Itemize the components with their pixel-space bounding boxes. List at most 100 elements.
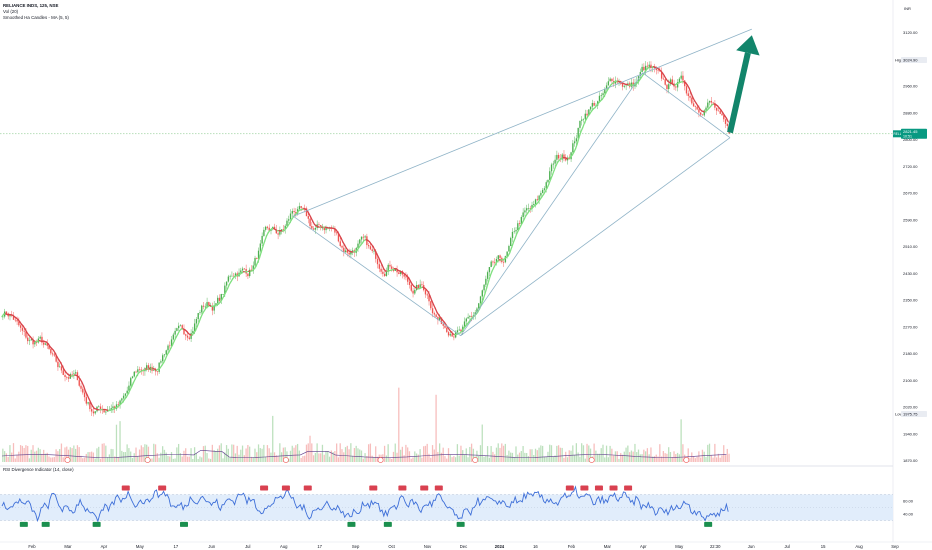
- candle: [188, 337, 191, 339]
- candle: [158, 362, 160, 372]
- ha-segment: [162, 358, 167, 364]
- candle: [240, 270, 242, 273]
- ha-segment: [553, 165, 557, 171]
- volume-bar: [133, 453, 135, 462]
- earnings-markers[interactable]: [64, 457, 690, 463]
- volume-bar: [229, 457, 231, 462]
- volume-bar: [96, 448, 98, 462]
- candle: [671, 79, 673, 84]
- ha-segment: [548, 178, 552, 185]
- candle: [233, 275, 235, 277]
- candle: [714, 103, 716, 108]
- volume-bar: [337, 457, 340, 462]
- candle: [227, 276, 230, 282]
- volume-bar: [98, 446, 100, 462]
- volume-bar: [275, 455, 277, 462]
- earnings-marker[interactable]: [683, 457, 690, 463]
- legend-volume[interactable]: Vol (20): [3, 9, 19, 14]
- volume-bar: [160, 452, 162, 462]
- bear-divergence-label: [624, 485, 633, 491]
- earnings-marker[interactable]: [64, 457, 71, 463]
- earnings-marker[interactable]: [588, 457, 595, 463]
- candle: [398, 272, 400, 275]
- candle: [407, 277, 409, 282]
- candle: [444, 325, 446, 328]
- legend-rsi[interactable]: RSI Divergence Indicator (14, close): [3, 467, 74, 472]
- trendline[interactable]: [460, 137, 731, 337]
- volume-bar: [328, 456, 331, 462]
- candle: [705, 107, 707, 111]
- volume-bar: [502, 445, 505, 462]
- candle: [522, 212, 524, 218]
- currency-label[interactable]: INR: [904, 6, 911, 11]
- legend-title[interactable]: RELIANCE INDS, 125, NSE: [3, 3, 59, 8]
- candle: [367, 245, 370, 247]
- volume-bar: [668, 447, 670, 462]
- candle: [490, 261, 492, 268]
- volume-bar: [343, 452, 345, 462]
- volume-bar: [32, 445, 34, 462]
- candle: [721, 113, 723, 116]
- volume-bar: [44, 453, 47, 462]
- volume-bar: [213, 450, 215, 462]
- volume-bar: [249, 446, 251, 462]
- candle: [682, 75, 684, 81]
- candle: [247, 273, 249, 277]
- candle: [202, 305, 205, 307]
- candle: [478, 303, 480, 309]
- candle: [719, 110, 721, 114]
- volume-bar: [330, 450, 332, 462]
- volume-bar: [385, 455, 388, 462]
- trendline[interactable]: [460, 72, 643, 336]
- candle: [94, 411, 96, 414]
- trendline[interactable]: [292, 215, 461, 337]
- candle: [140, 369, 143, 371]
- volume-bar: [208, 458, 210, 462]
- candle: [669, 79, 672, 85]
- volume-bar: [604, 457, 606, 462]
- candle: [675, 86, 677, 88]
- arrow-head[interactable]: [736, 35, 760, 56]
- volume-bar: [296, 443, 299, 462]
- candle: [375, 250, 377, 259]
- volume-bar: [634, 443, 636, 462]
- earnings-marker[interactable]: [144, 457, 151, 463]
- volume-bar: [655, 454, 657, 462]
- ha-segment: [196, 321, 200, 328]
- arrow-shaft[interactable]: [727, 52, 751, 134]
- volume-bar: [186, 456, 189, 462]
- volume-bar: [533, 455, 535, 462]
- trendlines[interactable]: [292, 28, 752, 337]
- candle: [696, 106, 698, 110]
- candle: [124, 393, 127, 396]
- volume-bar: [632, 451, 634, 462]
- legend-ha[interactable]: Smoothed Ha Candles - MA (5, 5): [3, 15, 69, 20]
- volume-bar: [506, 455, 508, 462]
- volume-bar: [99, 458, 102, 462]
- earnings-marker[interactable]: [283, 457, 289, 463]
- ha-segment: [427, 291, 431, 297]
- volume-bar: [183, 450, 185, 462]
- projection-arrow[interactable]: [727, 35, 760, 134]
- candle: [698, 109, 700, 113]
- volume-bar: [666, 453, 668, 462]
- trendline[interactable]: [293, 28, 752, 217]
- volume-bar: [678, 454, 680, 462]
- trendline[interactable]: [642, 72, 731, 139]
- candle: [538, 195, 540, 201]
- candle: [304, 207, 306, 209]
- candle: [220, 294, 222, 301]
- candle: [147, 365, 150, 370]
- candle: [90, 409, 93, 412]
- earnings-marker[interactable]: [472, 457, 479, 463]
- candle: [112, 406, 114, 409]
- ha-segment: [84, 390, 88, 396]
- candle: [256, 257, 258, 259]
- earnings-marker[interactable]: [377, 457, 384, 463]
- candle: [268, 227, 270, 231]
- ha-segment: [83, 385, 87, 392]
- time-axis[interactable]: Feb Mar Apr May 17 Jun Jul Aug 17 Sep Oct Nov Dec 202…: [28, 544, 899, 549]
- candle: [117, 404, 119, 405]
